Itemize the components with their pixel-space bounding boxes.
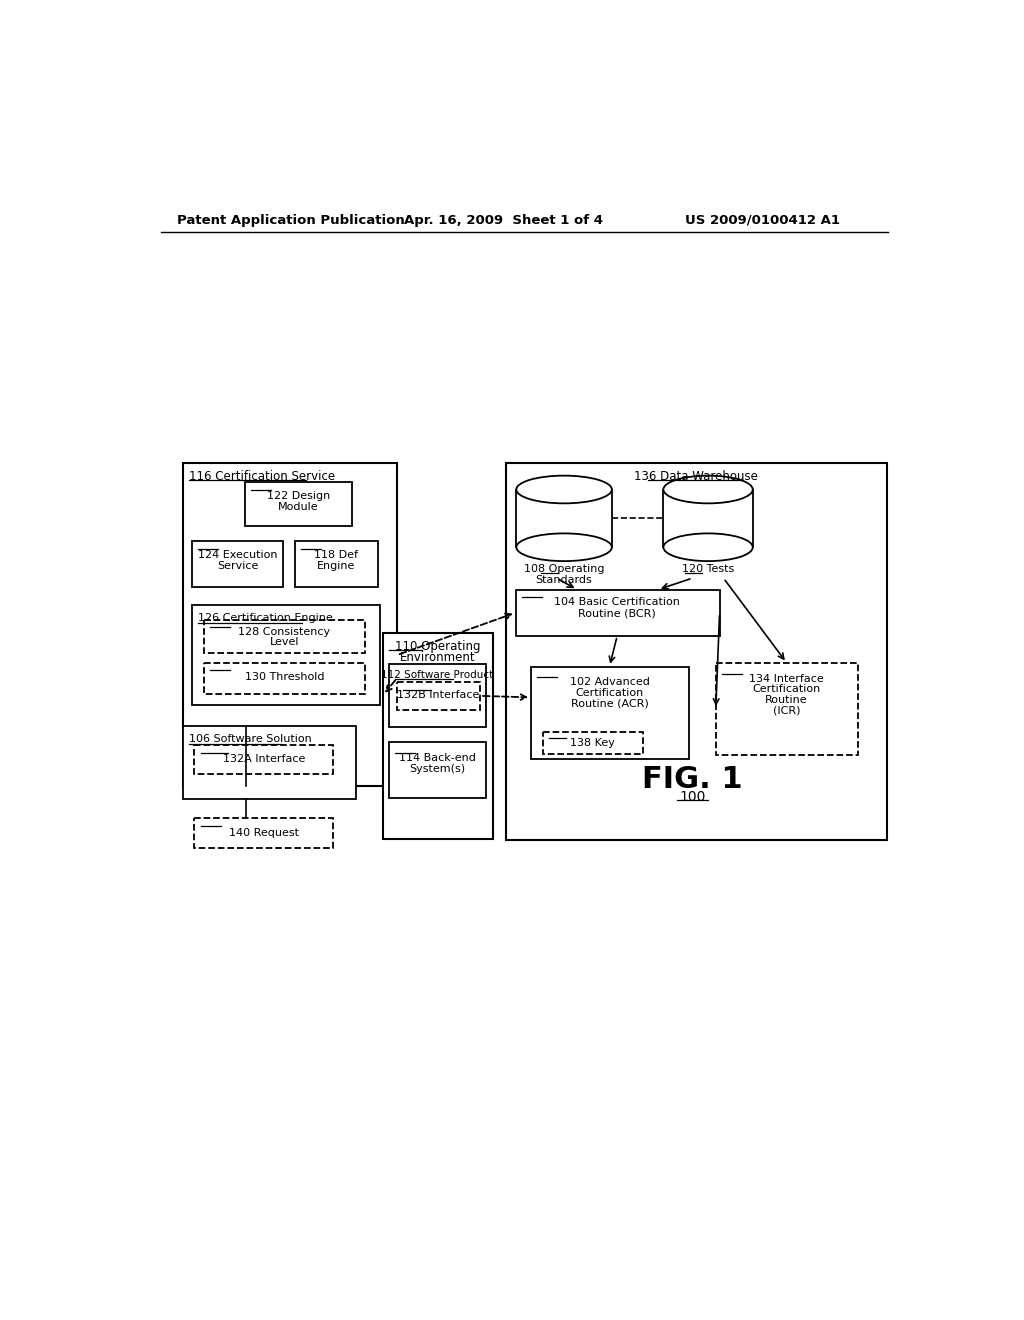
Bar [245,482,352,527]
Text: 100: 100 [680,789,706,804]
Text: Patent Application Publication: Patent Application Publication [177,214,404,227]
Text: 130 Threshold: 130 Threshold [245,672,325,682]
Bar [295,541,378,587]
Bar [193,605,380,705]
Ellipse shape [664,533,753,561]
Text: 128 Consistency: 128 Consistency [239,627,331,636]
Bar [543,733,643,754]
Text: 140 Request: 140 Request [228,828,299,837]
Bar [397,682,480,710]
Text: 122 Design: 122 Design [267,491,330,502]
Text: 134 Interface: 134 Interface [750,673,824,684]
Bar [193,541,283,587]
Text: 124 Execution: 124 Execution [198,550,278,560]
Text: Apr. 16, 2009  Sheet 1 of 4: Apr. 16, 2009 Sheet 1 of 4 [403,214,603,227]
Bar [195,818,333,847]
Text: US 2009/0100412 A1: US 2009/0100412 A1 [685,214,840,227]
Bar [664,490,753,548]
Bar [383,632,494,840]
Text: Routine (BCR): Routine (BCR) [579,609,656,618]
Bar [516,490,611,548]
Text: (ICR): (ICR) [773,706,801,715]
Text: 132A Interface: 132A Interface [222,755,305,764]
Bar [204,663,366,693]
Bar [506,462,887,840]
Bar [183,462,397,785]
Bar [204,620,366,653]
Text: FIG. 1: FIG. 1 [642,766,743,795]
Text: Engine: Engine [317,561,355,572]
Text: Certification: Certification [753,684,820,694]
Text: 102 Advanced: 102 Advanced [569,677,649,688]
Bar [389,742,485,797]
Bar [716,663,858,755]
Text: 104 Basic Certification: 104 Basic Certification [554,597,680,607]
Text: System(s): System(s) [409,763,465,774]
Bar [515,590,720,636]
Text: 110 Operating: 110 Operating [395,640,480,653]
Text: 114 Back-end: 114 Back-end [398,752,475,763]
Text: 112 Software Product: 112 Software Product [381,669,494,680]
Text: 120 Tests: 120 Tests [682,564,734,574]
Bar [389,664,485,726]
Text: Level: Level [269,638,299,647]
Text: 116 Certification Service: 116 Certification Service [189,470,335,483]
Text: Standards: Standards [536,576,593,585]
Text: 126 Certification Engine: 126 Certification Engine [199,612,333,623]
Bar [183,726,356,799]
Text: Service: Service [217,561,258,572]
Bar [531,667,689,759]
Text: 138 Key: 138 Key [570,738,615,748]
Text: 108 Operating: 108 Operating [524,564,604,574]
Text: Routine: Routine [765,696,808,705]
Text: 132B Interface: 132B Interface [397,690,480,701]
Text: 118 Def: 118 Def [314,550,358,560]
Ellipse shape [516,475,611,503]
Text: 136 Data Warehouse: 136 Data Warehouse [634,470,758,483]
Ellipse shape [664,475,753,503]
Bar [195,744,333,775]
Text: Certification: Certification [575,688,644,698]
Text: Routine (ACR): Routine (ACR) [570,700,648,709]
Text: Module: Module [279,502,318,512]
Text: Environment: Environment [400,651,475,664]
Text: 106 Software Solution: 106 Software Solution [189,734,312,743]
Ellipse shape [516,533,611,561]
